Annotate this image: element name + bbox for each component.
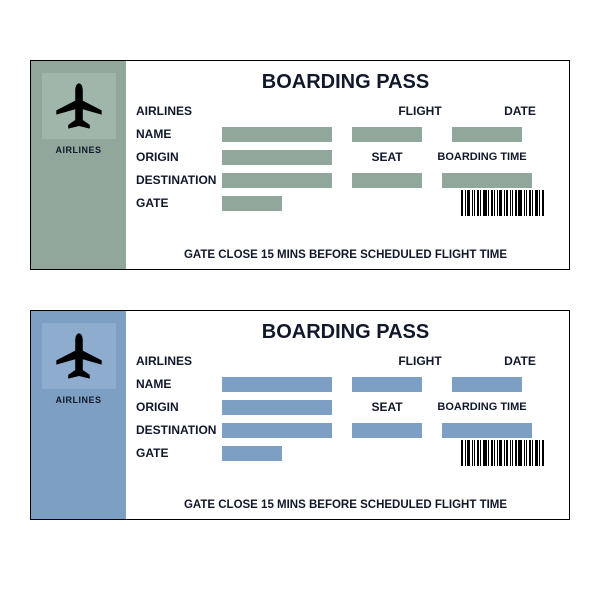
pass-title: BOARDING PASS xyxy=(136,71,555,94)
field-flight xyxy=(352,377,422,392)
label-origin: ORIGIN xyxy=(136,400,222,414)
label-destination: DESTINATION xyxy=(136,173,222,187)
boarding-pass-1: AIRLINES BOARDING PASS AIRLINES FLIGHT D… xyxy=(30,60,570,270)
label-name: NAME xyxy=(136,127,222,141)
field-flight xyxy=(352,127,422,142)
barcode xyxy=(461,440,545,466)
footer-note: GATE CLOSE 15 MINS BEFORE SCHEDULED FLIG… xyxy=(136,499,555,511)
label-airlines: AIRLINES xyxy=(136,354,222,368)
airline-logo-box xyxy=(42,323,116,389)
airline-logo-box xyxy=(42,73,116,139)
field-gate xyxy=(222,196,282,211)
airplane-icon xyxy=(52,79,106,133)
pass-main: BOARDING PASS AIRLINES FLIGHT DATE NAME … xyxy=(126,311,569,519)
pass-main: BOARDING PASS AIRLINES FLIGHT DATE NAME … xyxy=(126,61,569,269)
label-origin: ORIGIN xyxy=(136,150,222,164)
label-date: DATE xyxy=(485,354,555,368)
label-gate: GATE xyxy=(136,196,222,210)
field-date xyxy=(452,127,522,142)
label-flight: FLIGHT xyxy=(385,354,455,368)
field-seat xyxy=(352,173,422,188)
pass-title: BOARDING PASS xyxy=(136,321,555,344)
stub-airline-label: AIRLINES xyxy=(55,395,101,405)
field-seat xyxy=(352,423,422,438)
label-destination: DESTINATION xyxy=(136,423,222,437)
field-name xyxy=(222,127,332,142)
label-seat: SEAT xyxy=(352,400,422,414)
label-name: NAME xyxy=(136,377,222,391)
label-date: DATE xyxy=(485,104,555,118)
label-boarding-time: BOARDING TIME xyxy=(432,401,532,413)
footer-note: GATE CLOSE 15 MINS BEFORE SCHEDULED FLIG… xyxy=(136,249,555,261)
label-airlines: AIRLINES xyxy=(136,104,222,118)
stub-airline-label: AIRLINES xyxy=(55,145,101,155)
airplane-icon xyxy=(52,329,106,383)
label-seat: SEAT xyxy=(352,150,422,164)
field-origin xyxy=(222,150,332,165)
label-boarding-time: BOARDING TIME xyxy=(432,151,532,163)
field-boarding-time xyxy=(442,173,532,188)
field-gate xyxy=(222,446,282,461)
field-name xyxy=(222,377,332,392)
field-boarding-time xyxy=(442,423,532,438)
label-gate: GATE xyxy=(136,446,222,460)
label-flight: FLIGHT xyxy=(385,104,455,118)
stub: AIRLINES xyxy=(31,311,126,519)
field-destination xyxy=(222,173,332,188)
field-date xyxy=(452,377,522,392)
stub: AIRLINES xyxy=(31,61,126,269)
boarding-pass-2: AIRLINES BOARDING PASS AIRLINES FLIGHT D… xyxy=(30,310,570,520)
field-destination xyxy=(222,423,332,438)
field-origin xyxy=(222,400,332,415)
barcode xyxy=(461,190,545,216)
